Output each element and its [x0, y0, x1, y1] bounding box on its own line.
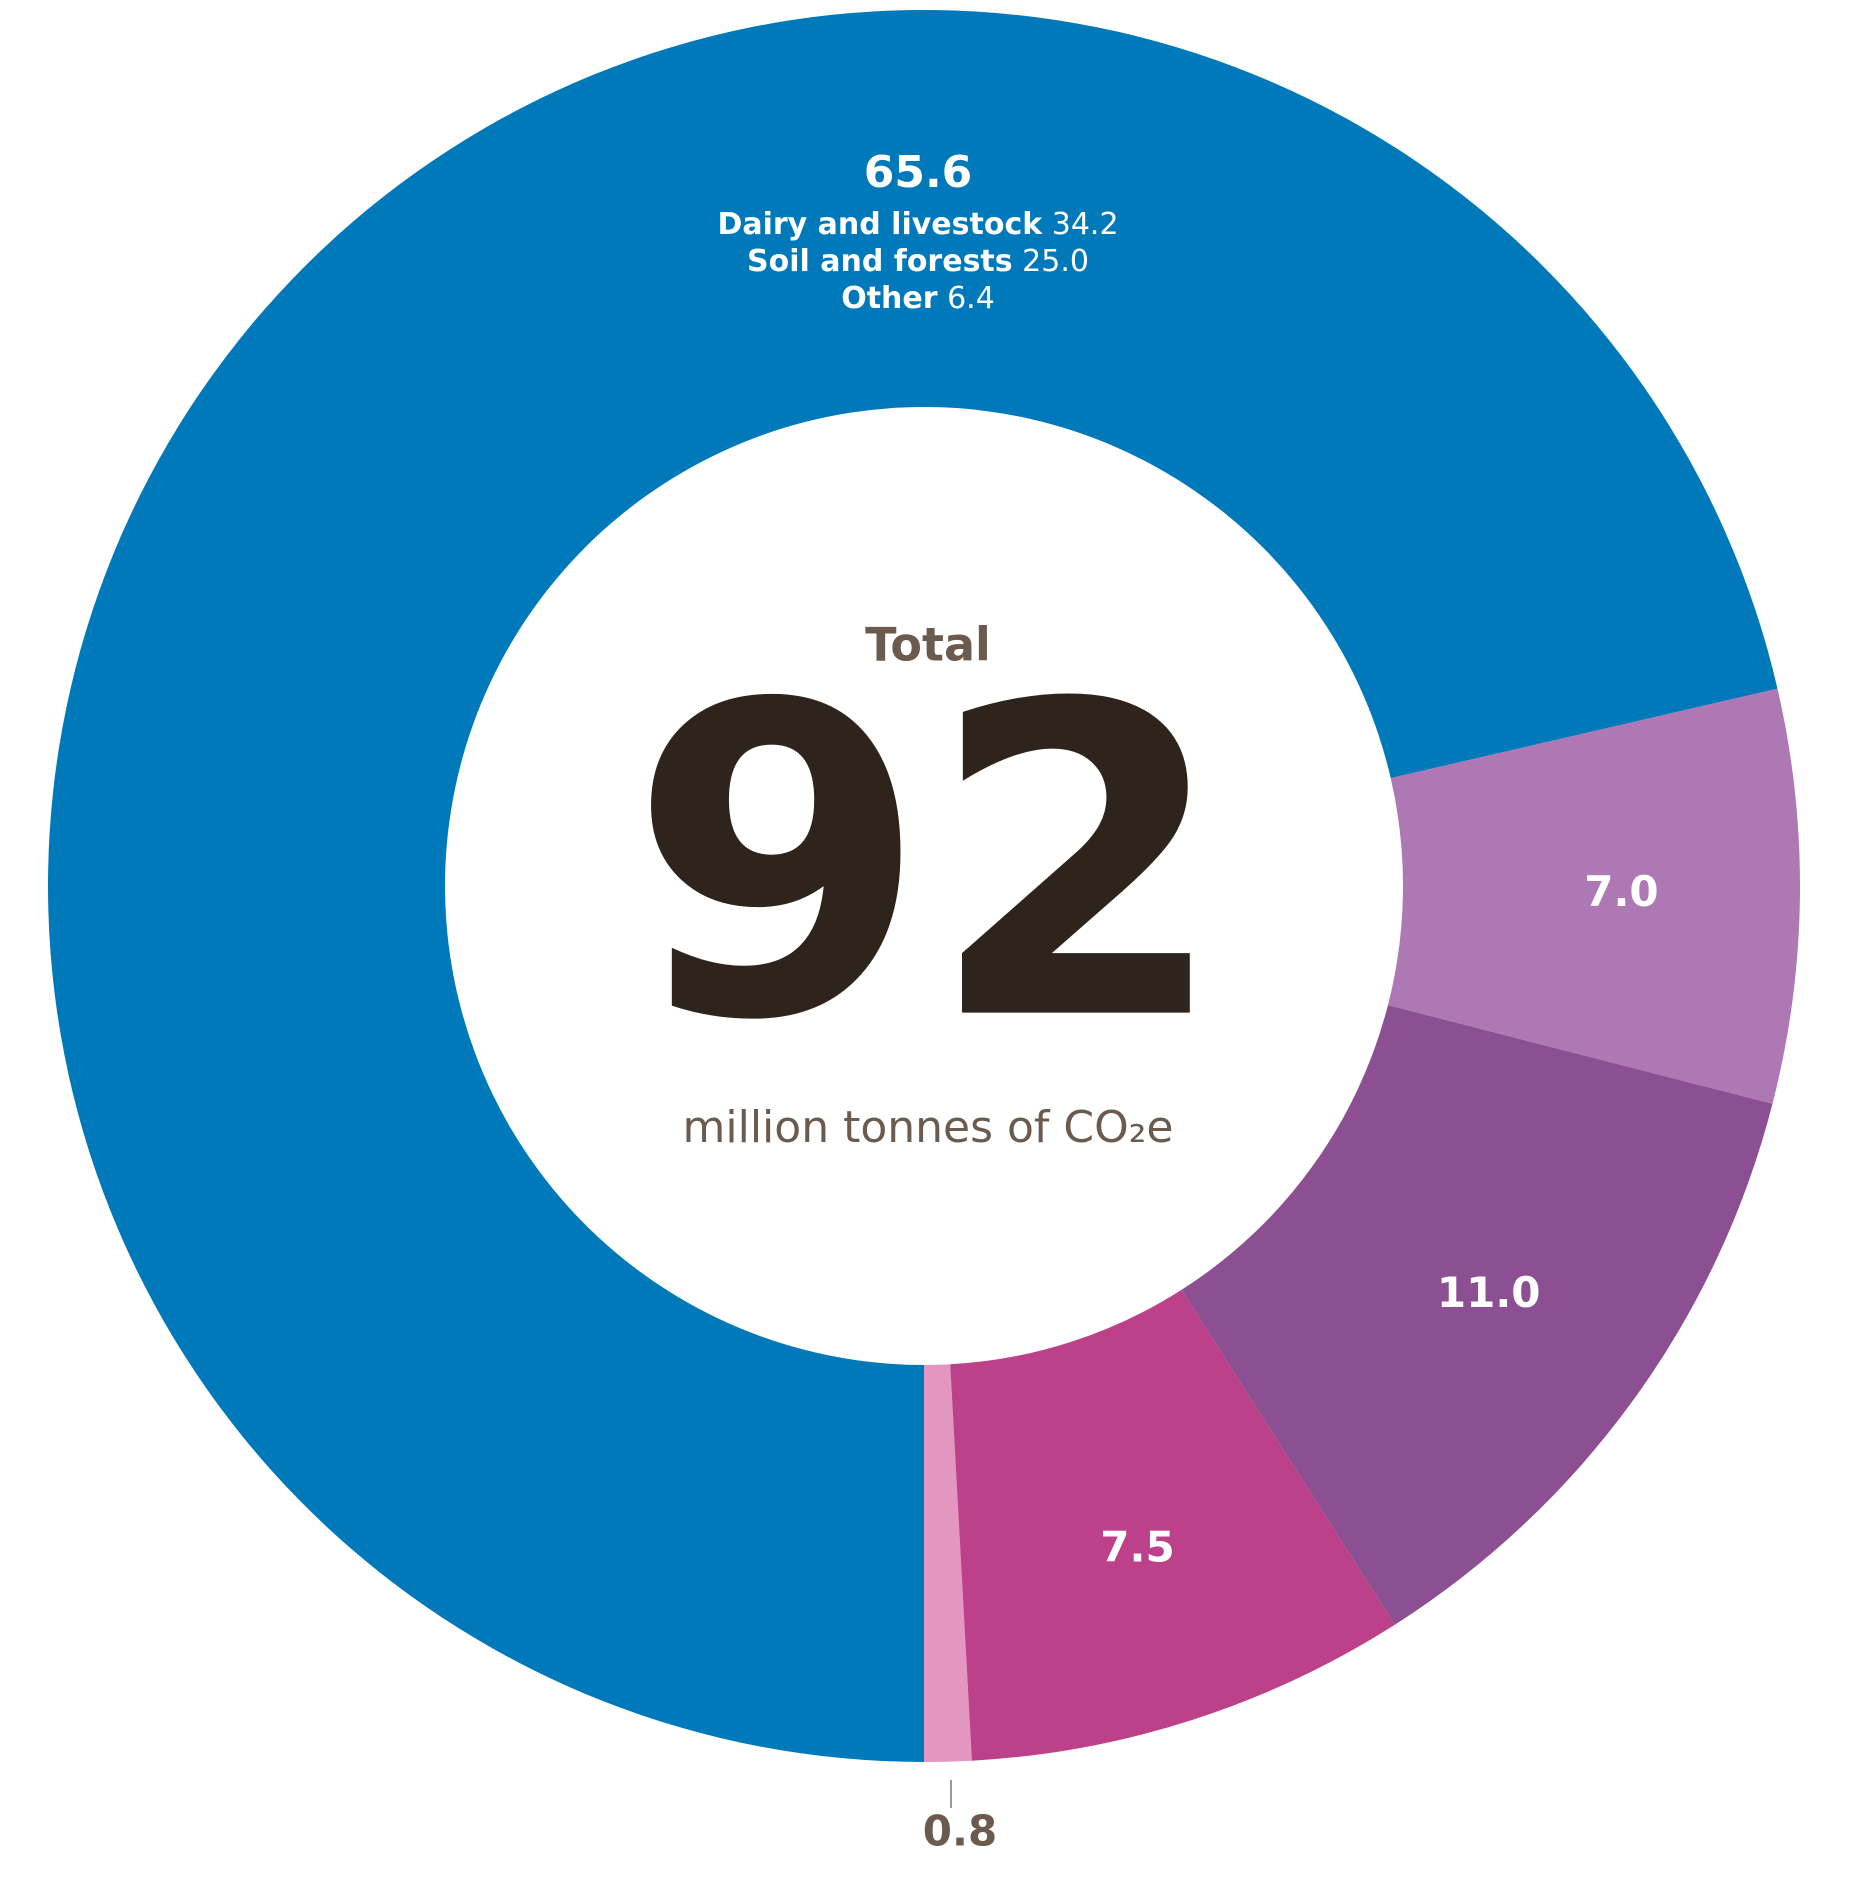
value-label: 11.0 [1437, 1268, 1541, 1317]
value-label: 7.5 [1100, 1523, 1174, 1572]
breakdown-value: 34.2 [1052, 207, 1119, 242]
donut-segment [924, 1364, 972, 1762]
value-label: 7.0 [1584, 867, 1658, 916]
breakdown-line: Other 6.4 [841, 281, 995, 316]
breakdown-value: 25.0 [1022, 244, 1089, 279]
donut-segment [1181, 1005, 1773, 1625]
center-title: Total [865, 618, 991, 672]
center-unit: million tonnes of CO₂e [683, 1102, 1174, 1153]
value-label: 65.6 [864, 147, 973, 198]
value-label: 0.8 [923, 1807, 997, 1856]
donut-segment [1387, 688, 1800, 1104]
breakdown-name: Soil and forests [747, 244, 1013, 279]
donut-segment [950, 1289, 1395, 1761]
donut-segment [47, 9, 1778, 1762]
breakdown-value: 6.4 [947, 281, 995, 316]
breakdown-line: Soil and forests 25.0 [747, 244, 1089, 279]
breakdown-name: Dairy and livestock [717, 207, 1043, 242]
center-total: 92 [629, 615, 1227, 1115]
breakdown-name: Other [841, 281, 938, 316]
breakdown-line: Dairy and livestock 34.2 [717, 207, 1118, 242]
